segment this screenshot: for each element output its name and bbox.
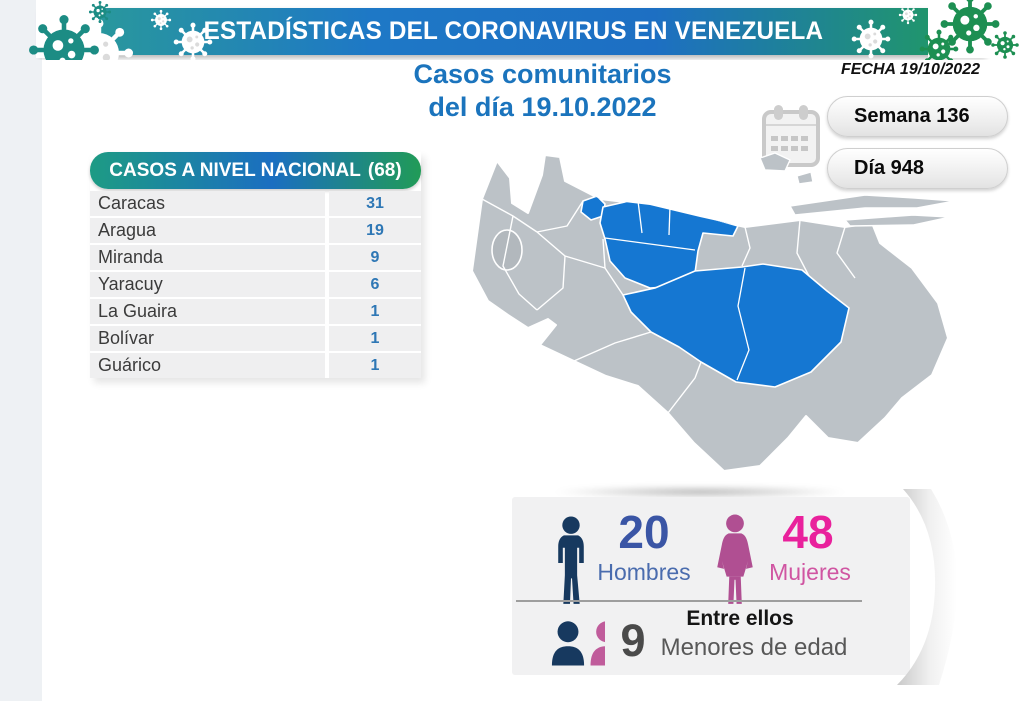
map-highlight-guarico-bolivar bbox=[622, 263, 850, 388]
table-row: Miranda 9 bbox=[90, 245, 421, 270]
state-cases-value: 1 bbox=[329, 353, 421, 378]
virus-icon bbox=[850, 18, 892, 60]
banner-title: ESTADÍSTICAS DEL CORONAVIRUS EN VENEZUEL… bbox=[203, 17, 823, 45]
state-name: La Guaira bbox=[90, 299, 325, 324]
state-cases-value: 9 bbox=[329, 245, 421, 270]
page-title-line2: del día 19.10.2022 bbox=[428, 92, 657, 122]
minors-prefix: Entre ellos bbox=[686, 607, 794, 630]
fecha-label: FECHA 19/10/2022 bbox=[840, 61, 980, 78]
page-left-margin bbox=[0, 0, 42, 701]
virus-icon bbox=[898, 5, 918, 25]
state-name: Guárico bbox=[90, 353, 325, 378]
virus-icon bbox=[172, 21, 214, 60]
state-name: Miranda bbox=[90, 245, 325, 270]
panel-shadow bbox=[555, 486, 845, 498]
state-name: Yaracuy bbox=[90, 272, 325, 297]
table-row: La Guaira 1 bbox=[90, 299, 421, 324]
virus-icon bbox=[88, 0, 112, 24]
venezuela-map bbox=[445, 138, 960, 483]
state-name: Caracas bbox=[90, 191, 325, 216]
men-label: Hombres bbox=[597, 559, 691, 585]
demographics-panel: 20 Hombres 48 Mujeres Entre ellos 9 Meno… bbox=[512, 497, 910, 675]
table-row: Aragua 19 bbox=[90, 218, 421, 243]
semana-badge: Semana 136 bbox=[827, 96, 1008, 137]
virus-icon bbox=[990, 30, 1020, 60]
virus-icon bbox=[150, 9, 172, 31]
women-label: Mujeres bbox=[769, 559, 851, 585]
page-title: Casos comunitarios del día 19.10.2022 bbox=[360, 58, 725, 124]
table-row: Caracas 31 bbox=[90, 191, 421, 216]
header-banner-zone: ESTADÍSTICAS DEL CORONAVIRUS EN VENEZUEL… bbox=[0, 0, 1024, 60]
state-name: Bolívar bbox=[90, 326, 325, 351]
minors-busts-icon bbox=[531, 619, 605, 667]
map-islands bbox=[759, 152, 956, 227]
women-count: 48 bbox=[782, 506, 834, 558]
men-count: 20 bbox=[618, 506, 670, 558]
state-cases-value: 31 bbox=[329, 191, 421, 216]
state-cases-value: 6 bbox=[329, 272, 421, 297]
table-row: Bolívar 1 bbox=[90, 326, 421, 351]
state-cases-value: 19 bbox=[329, 218, 421, 243]
calendar-icon bbox=[762, 105, 820, 167]
dia-badge: Día 948 bbox=[827, 148, 1008, 189]
virus-icon bbox=[918, 28, 960, 60]
page-title-line1: Casos comunitarios bbox=[413, 59, 672, 89]
minors-label: Menores de edad bbox=[660, 634, 848, 661]
cases-table-rows: Caracas 31 Aragua 19 Miranda 9 Yaracuy 6 La Guai… bbox=[90, 191, 421, 378]
map-state-borders bbox=[481, 198, 856, 414]
minors-count: 9 bbox=[620, 615, 646, 666]
map-lake-maracaibo bbox=[491, 229, 523, 271]
cases-table-total: (68) bbox=[367, 159, 402, 181]
state-cases-value: 1 bbox=[329, 326, 421, 351]
panel-divider bbox=[516, 600, 862, 602]
map-highlight-borders bbox=[604, 200, 750, 381]
page-curl-decor bbox=[897, 489, 957, 685]
cases-table-title: CASOS A NIVEL NACIONAL bbox=[109, 159, 361, 181]
state-name: Aragua bbox=[90, 218, 325, 243]
state-cases-value: 1 bbox=[329, 299, 421, 324]
table-row: Yaracuy 6 bbox=[90, 272, 421, 297]
woman-icon bbox=[710, 514, 760, 608]
cases-table-header: CASOS A NIVEL NACIONAL (68) bbox=[90, 152, 421, 189]
table-row: Guárico 1 bbox=[90, 353, 421, 378]
man-icon bbox=[549, 516, 593, 608]
cases-table: CASOS A NIVEL NACIONAL (68) Caracas 31 Ara… bbox=[90, 152, 421, 378]
